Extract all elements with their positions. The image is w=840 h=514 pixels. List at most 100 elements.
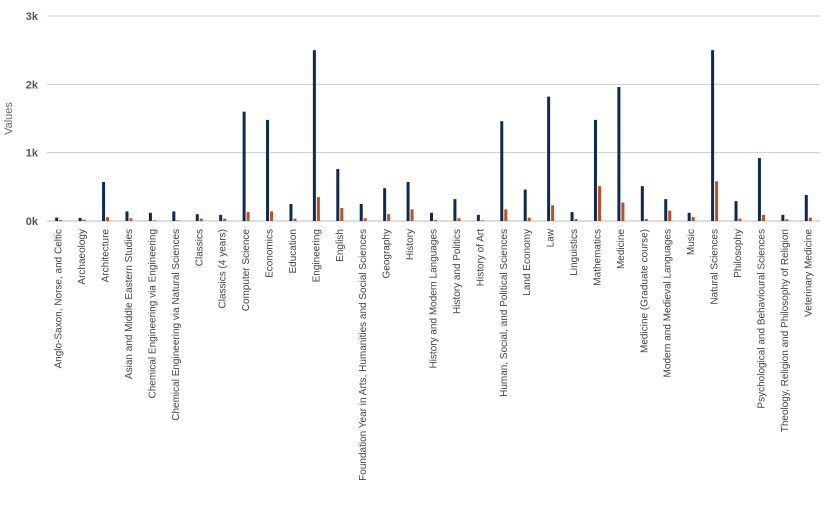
bar [644, 218, 648, 221]
x-tick-label: Computer Science [241, 229, 252, 312]
bar [781, 214, 785, 221]
x-tick-label: Modern and Medieval Languages [663, 229, 674, 377]
bar [547, 96, 551, 221]
y-tick-label: 2k [26, 79, 39, 91]
bar [480, 220, 484, 221]
bar [242, 111, 246, 221]
y-axis-title: Values [3, 102, 15, 135]
bar [504, 209, 508, 221]
x-tick-label: Psychological and Behavioural Sciences [756, 229, 767, 409]
x-axis-ticks: Anglo-Saxon, Norse, and Celtic Archaeolog… [54, 228, 815, 481]
bar [434, 219, 437, 221]
y-tick-label: 0k [26, 216, 39, 228]
x-tick-label: Human, Social, and Political Sciences [499, 229, 510, 397]
bar [597, 186, 601, 221]
bar [270, 211, 274, 221]
x-tick-label: Classics [194, 229, 205, 266]
x-tick-label: History and Politics [452, 229, 463, 314]
x-tick-label: Classics (4 years) [218, 229, 229, 308]
bar [246, 212, 250, 221]
bar [640, 186, 644, 221]
bar [312, 50, 316, 221]
x-tick-label: Medicine [616, 229, 627, 269]
bar [500, 121, 504, 221]
x-tick-label: Veterinary Medicine [803, 229, 814, 317]
bar [574, 218, 578, 221]
bar [691, 216, 695, 221]
bar [804, 195, 808, 221]
bar [410, 209, 414, 221]
bar [223, 218, 227, 221]
bar [359, 203, 363, 221]
bar [82, 219, 86, 221]
bar [289, 203, 293, 221]
x-tick-label: Chemical Engineering via Engineering [147, 229, 158, 399]
bar [340, 208, 344, 221]
x-tick-label: Theology, Religion and Philosophy of Rel… [780, 229, 791, 432]
bar [570, 212, 574, 221]
x-tick-label: Geography [382, 229, 393, 278]
bar [761, 214, 765, 221]
bar [176, 220, 180, 221]
bar [219, 214, 223, 221]
bar [125, 211, 129, 221]
x-tick-label: History and Modern Languages [429, 229, 440, 369]
x-tick-label: Medicine (Graduate course) [639, 229, 650, 353]
bar [383, 188, 387, 221]
bar [59, 219, 63, 221]
bar [172, 211, 176, 221]
x-tick-label: Law [546, 228, 557, 247]
x-tick-label: Economics [265, 229, 276, 278]
bar [316, 197, 320, 221]
bar [527, 217, 531, 221]
x-tick-label: Philosophy [733, 229, 744, 278]
bar [738, 218, 742, 221]
y-tick-label: 1k [26, 148, 39, 160]
bar [293, 218, 297, 221]
bar [711, 50, 715, 221]
bar [621, 202, 625, 221]
bar [551, 205, 555, 221]
bars [55, 50, 812, 221]
bar [78, 217, 82, 221]
x-tick-label: Music [686, 229, 697, 255]
bar [363, 218, 367, 221]
bar [406, 182, 410, 221]
bar [715, 181, 719, 221]
x-tick-label: History [405, 229, 416, 260]
x-tick-label: Mathematics [592, 229, 603, 286]
bar [266, 119, 270, 221]
bar [457, 218, 461, 221]
x-tick-label: History of Art [475, 229, 486, 286]
x-tick-label: Asian and Middle Eastern Studies [124, 229, 135, 379]
bar [430, 212, 433, 221]
x-tick-label: Linguistics [569, 229, 580, 276]
bar [593, 119, 597, 221]
bar [785, 219, 789, 221]
bar [148, 212, 152, 221]
bar [523, 189, 527, 221]
bar [757, 158, 761, 221]
bar [687, 212, 691, 221]
x-tick-label: Architecture [101, 229, 112, 283]
bar [668, 210, 672, 221]
bar [476, 214, 480, 221]
x-tick-label: English [335, 229, 346, 262]
bar [734, 201, 738, 221]
x-tick-label: Anglo-Saxon, Norse, and Celtic [54, 229, 65, 369]
bar [195, 214, 199, 221]
x-tick-label: Engineering [311, 229, 322, 282]
bar [808, 217, 812, 221]
bar [152, 220, 156, 221]
bar [55, 217, 59, 221]
x-tick-label: Archaeology [77, 229, 88, 285]
x-tick-label: Education [288, 229, 299, 273]
x-tick-label: Foundation Year in Arts, Humanities and … [358, 229, 369, 481]
bar [336, 169, 340, 221]
grid-lines [47, 15, 820, 222]
x-tick-label: Land Economy [522, 229, 533, 296]
y-tick-label: 3k [26, 11, 39, 23]
bar [664, 199, 668, 221]
bar [453, 199, 457, 221]
